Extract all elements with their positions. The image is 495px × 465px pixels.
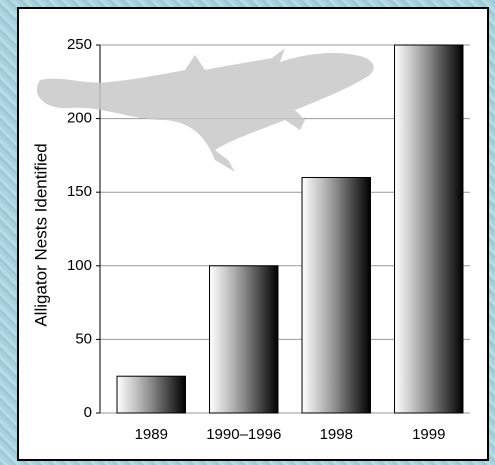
y-axis-label: Alligator Nests Identified bbox=[31, 143, 50, 326]
bar bbox=[209, 265, 279, 414]
alligator-illustration bbox=[36, 48, 374, 172]
y-tick-label: 150 bbox=[67, 183, 92, 200]
bar bbox=[301, 176, 371, 414]
y-tick-label: 50 bbox=[75, 330, 92, 347]
bar bbox=[116, 375, 186, 414]
y-tick-label: 0 bbox=[84, 404, 92, 421]
y-tick-label: 100 bbox=[67, 257, 92, 274]
x-tick-label: 1990–1996 bbox=[206, 426, 281, 443]
y-tick-label: 250 bbox=[67, 36, 92, 53]
plot-area: 0 50 100 150 200 250 1989 1990–1996 1998 1999 bbox=[67, 36, 470, 443]
x-tick-label: 1989 bbox=[135, 426, 168, 443]
x-tick-label: 1998 bbox=[320, 426, 353, 443]
y-tick-label: 200 bbox=[67, 110, 92, 127]
bar bbox=[394, 44, 464, 414]
x-tick-label: 1999 bbox=[412, 426, 445, 443]
